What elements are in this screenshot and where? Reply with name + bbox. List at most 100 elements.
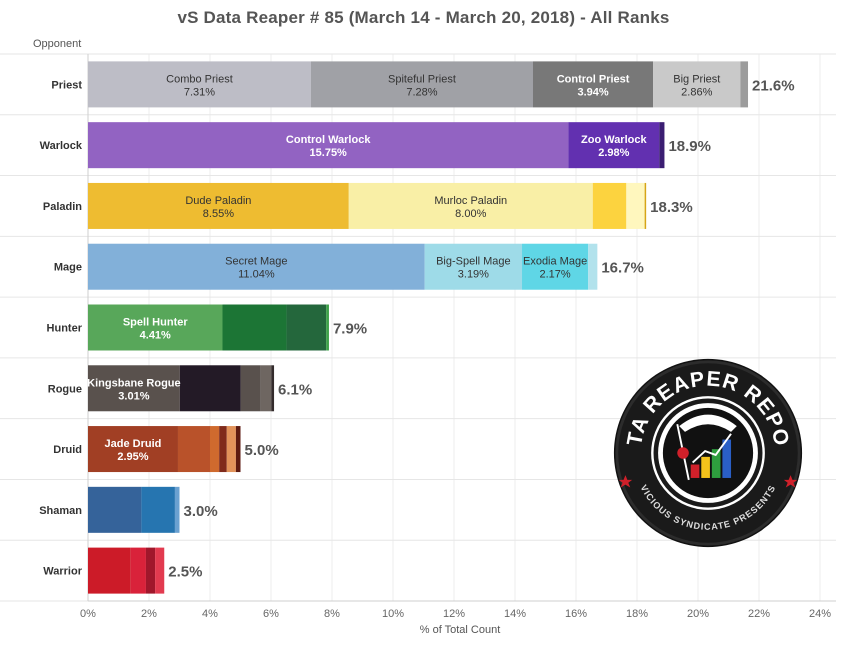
bar-segment [174,486,180,533]
axes: 0% 2% 4% 6% 8% 10% 12% 14% 16% 18% 20% 22% 24% Priest… [39,54,836,620]
bar-segment [88,486,142,533]
row-total-label: 21.6% [752,77,795,94]
bar-segment [644,182,647,229]
segment-name-label: Spell Hunter [123,317,189,329]
bar-segment [588,243,598,290]
segment-value-label: 8.00% [455,208,486,220]
segment-value-label: 2.17% [540,269,571,281]
segment-value-label: 2.95% [117,451,148,463]
segment-name-label: Big-Spell Mage [436,256,511,268]
segment-name-label: Zoo Warlock [581,134,647,146]
x-tick-label: 6% [263,608,279,620]
segment-name-label: Combo Priest [166,73,233,85]
segment-value-label: 8.55% [203,208,234,220]
bar-graph-icon [690,433,732,478]
bar-segment [88,304,223,351]
segment-value-label: 11.04% [238,269,275,281]
segment-name-label: Secret Mage [225,256,287,268]
segment-name-label: Control Warlock [286,134,371,146]
bar-segment [310,61,533,108]
x-tick-label: 4% [202,608,218,620]
reaper-icon [676,414,737,481]
row-total-label: 18.9% [668,138,711,155]
x-tick-label: 14% [504,608,526,620]
x-axis-title: % of Total Count [419,624,501,636]
bars [88,61,749,594]
x-tick-label: 20% [687,608,709,620]
segment-name-label: Jade Druid [105,438,162,450]
x-tick-label: 16% [565,608,587,620]
bar-segment [155,547,165,594]
bar-segment [348,182,593,229]
row-total-label: 3.0% [184,503,218,520]
bar-segment [88,182,349,229]
data-reaper-report-logo: DATA REAPER REPORT VICIOUS SYNDICATE PRE… [612,357,803,548]
star-left-icon [618,475,633,488]
segment-value-label: 3.19% [458,269,489,281]
bar-segment [653,61,741,108]
row-total-label: 2.5% [168,564,202,581]
row-total-label: 16.7% [601,260,644,277]
x-tick-label: 12% [443,608,465,620]
bar-segment [271,365,275,412]
category-label: Paladin [43,201,82,213]
bar-segment [145,547,156,594]
category-label: Warrior [43,566,82,578]
category-label: Shaman [39,505,82,517]
segment-value-label: 7.28% [406,86,437,98]
category-label: Priest [51,79,82,91]
bar-segment [177,426,210,473]
bar-segment [592,182,627,229]
bar-segment [88,365,180,412]
bar-segment [659,122,665,169]
star-right-icon [783,475,798,488]
bar-segment [522,243,589,290]
row-total-label: 5.0% [245,442,279,459]
bar-segment [532,61,654,108]
category-label: Druid [53,444,82,456]
bar-segment [88,547,131,594]
bar-segment [210,426,220,473]
segment-value-label: 15.75% [310,147,348,159]
bar-segment [88,243,425,290]
bar-segment [235,426,241,473]
bar-segment [286,304,327,351]
segment-name-label: Big Priest [673,73,720,85]
segment-name-label: Spiteful Priest [388,73,456,85]
segment-name-label: Control Priest [557,73,630,85]
category-label: Mage [54,262,82,274]
bar-segment [222,304,287,351]
segment-value-label: 3.94% [577,86,608,98]
x-tick-label: 18% [626,608,648,620]
x-tick-label: 0% [80,608,96,620]
segment-value-label: 7.31% [184,86,215,98]
segment-name-label: Kingsbane Rogue [87,377,181,389]
x-tick-label: 8% [324,608,340,620]
segment-value-label: 2.98% [598,147,629,159]
bar-segment [130,547,146,594]
row-total-label: 7.9% [333,321,367,338]
segment-value-label: 3.01% [118,390,149,402]
bar-segment [240,365,261,412]
chart-title: vS Data Reaper # 85 (March 14 - March 20… [177,8,670,27]
bar-segment [626,182,645,229]
bar-segment [141,486,175,533]
bar-segment [260,365,272,412]
row-total-label: 6.1% [278,381,312,398]
segment-name-label: Murloc Paladin [434,195,507,207]
x-tick-label: 2% [141,608,157,620]
segment-name-label: Dude Paladin [185,195,251,207]
bar-segment [326,304,329,351]
x-tick-label: 24% [809,608,831,620]
segment-value-label: 2.86% [681,86,712,98]
segment-value-label: 4.41% [140,330,171,342]
bar-segment [226,426,236,473]
bar-segment [88,122,569,169]
row-total-label: 18.3% [650,199,693,216]
bar-segment [88,426,178,473]
category-label: Warlock [40,140,83,152]
x-tick-label: 22% [748,608,770,620]
bar-segment [568,122,660,169]
